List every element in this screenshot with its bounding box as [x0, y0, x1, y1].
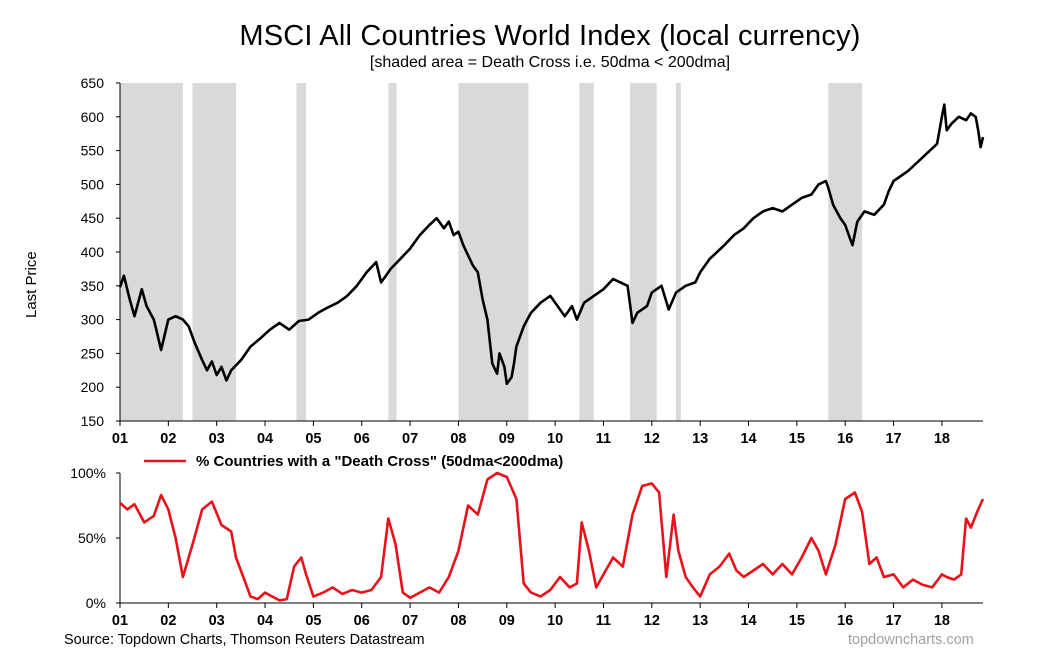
sub-x-tick-label: 06 — [354, 613, 370, 629]
sub-x-tick-label: 17 — [885, 613, 901, 629]
death-cross-shade — [458, 83, 529, 421]
main-x-tick-label: 05 — [305, 431, 321, 447]
sub-y-tick-label: 50% — [78, 530, 106, 546]
main-x-tick-label: 12 — [644, 431, 660, 447]
sub-x-tick-label: 12 — [644, 613, 660, 629]
death-cross-shading — [120, 83, 863, 421]
main-y-tick-label: 250 — [81, 345, 105, 361]
sub-x-tick-label: 01 — [112, 613, 128, 629]
main-x-tick-label: 09 — [499, 431, 515, 447]
main-y-tick-label: 350 — [81, 278, 105, 294]
sub-x-tick-label: 05 — [305, 613, 321, 629]
legend-label: % Countries with a "Death Cross" (50dma<… — [196, 453, 563, 470]
sub-x-tick-label: 14 — [740, 613, 756, 629]
death-cross-shade — [296, 83, 307, 421]
main-y-tick-label: 300 — [81, 312, 105, 328]
main-x-tick-label: 17 — [885, 431, 901, 447]
death-cross-shade — [388, 83, 397, 421]
main-x-tick-label: 16 — [837, 431, 853, 447]
sub-x-tick-label: 08 — [450, 613, 466, 629]
main-x-tick-label: 10 — [547, 431, 563, 447]
main-x-tick-label: 01 — [112, 431, 128, 447]
sub-x-tick-label: 09 — [499, 613, 515, 629]
main-x-tick-label: 13 — [692, 431, 708, 447]
sub-x-tick-label: 07 — [402, 613, 418, 629]
main-y-tick-label: 150 — [81, 413, 105, 429]
death-cross-shade — [675, 83, 681, 421]
sub-x-tick-label: 03 — [209, 613, 225, 629]
death-cross-shade — [828, 83, 863, 421]
sub-x-tick-label: 13 — [692, 613, 708, 629]
main-x-tick-label: 18 — [934, 431, 950, 447]
main-x-tick-label: 02 — [160, 431, 176, 447]
main-y-tick-label: 450 — [81, 210, 105, 226]
main-x-tick-label: 14 — [740, 431, 756, 447]
main-x-tick-label: 06 — [354, 431, 370, 447]
sub-x-tick-label: 04 — [257, 613, 273, 629]
sub-x-tick-label: 18 — [934, 613, 950, 629]
watermark: topdowncharts.com — [848, 632, 974, 648]
main-y-tick-label: 600 — [81, 109, 105, 125]
sub-y-tick-label: 100% — [70, 465, 106, 481]
sub-x-tick-label: 15 — [789, 613, 805, 629]
main-axes: 650 600 550 500 450 400 350 300 250 200 150 01 02 03 0… — [81, 75, 983, 447]
death-cross-shade — [630, 83, 657, 421]
price-line — [118, 103, 985, 386]
main-x-tick-label: 03 — [209, 431, 225, 447]
death-cross-shade — [120, 83, 183, 421]
death-cross-line — [119, 471, 985, 602]
main-y-tick-label: 550 — [81, 143, 105, 159]
main-x-tick-label: 11 — [596, 431, 611, 447]
main-y-tick-label: 500 — [81, 176, 105, 192]
sub-x-tick-label: 10 — [547, 613, 563, 629]
legend: % Countries with a "Death Cross" (50dma<… — [144, 453, 563, 470]
main-x-tick-label: 08 — [450, 431, 466, 447]
main-y-tick-label: 650 — [81, 75, 105, 91]
sub-x-tick-label: 11 — [596, 613, 611, 629]
chart-subtitle: [shaded area = Death Cross i.e. 50dma < … — [369, 54, 731, 71]
source-note: Source: Topdown Charts, Thomson Reuters … — [64, 632, 425, 648]
main-x-tick-label: 04 — [257, 431, 273, 447]
death-cross-series — [119, 471, 985, 602]
main-y-tick-label: 400 — [81, 244, 105, 260]
main-x-tick-label: 15 — [789, 431, 805, 447]
sub-axes: 100% 50% 0% 01 02 03 04 05 06 07 08 09 10 11 12 13 14 15 1… — [70, 465, 983, 629]
chart-title: MSCI All Countries World Index (local cu… — [239, 20, 861, 52]
death-cross-shade — [579, 83, 594, 421]
sub-x-tick-label: 02 — [160, 613, 176, 629]
main-x-tick-label: 07 — [402, 431, 418, 447]
sub-y-tick-label: 0% — [86, 595, 106, 611]
main-y-tick-label: 200 — [81, 379, 105, 395]
price-series — [118, 103, 985, 386]
sub-x-tick-label: 16 — [837, 613, 853, 629]
